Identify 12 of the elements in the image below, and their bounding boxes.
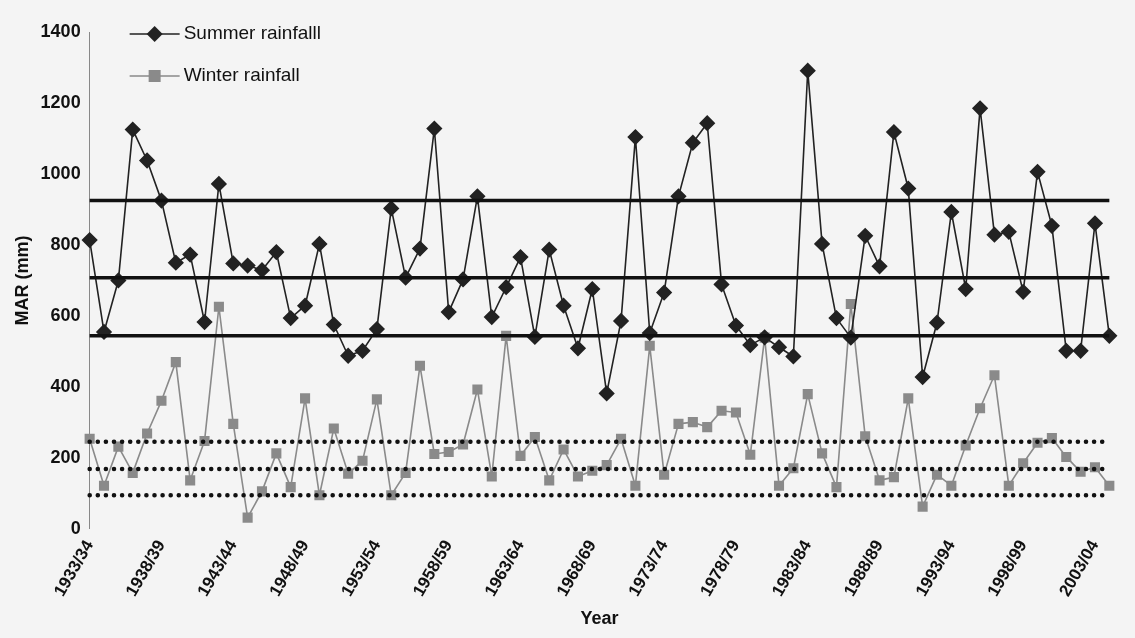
legend-label: Summer rainfalll [183, 22, 321, 44]
y-tick-label: 1200 [40, 91, 81, 112]
y-axis-title: MAR (mm) [11, 235, 32, 326]
x-axis-title: Year [580, 608, 619, 629]
y-tick-label: 400 [50, 375, 81, 396]
y-tick-label: 0 [70, 517, 81, 538]
y-tick-label: 1000 [40, 162, 81, 183]
legend-label: Winter rainfall [183, 64, 300, 86]
y-tick-label: 600 [50, 304, 81, 325]
y-tick-label: 1400 [40, 20, 81, 41]
y-tick-label: 200 [50, 446, 81, 467]
y-tick-label: 800 [50, 233, 81, 254]
